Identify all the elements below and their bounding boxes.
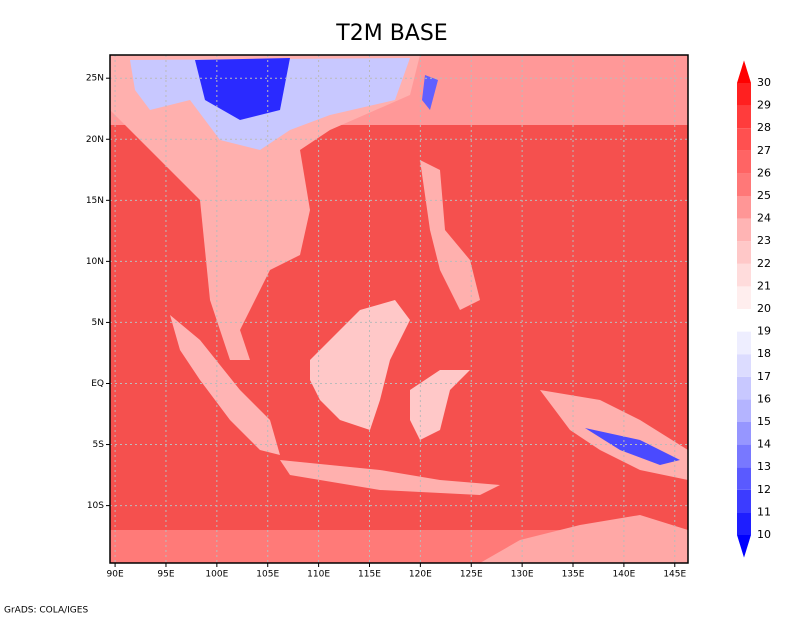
java: [280, 460, 500, 495]
colorbar-label: 30: [757, 76, 771, 89]
x-tick-label: 135E: [562, 570, 585, 580]
colorbar-box: [737, 489, 751, 513]
x-tick-label: 125E: [460, 570, 483, 580]
colorbar-box: [737, 309, 751, 332]
x-tick-label: 105E: [256, 570, 279, 580]
colorbar-label: 18: [757, 347, 771, 360]
colorbar-label: 12: [757, 483, 771, 496]
colorbar-box: [737, 512, 751, 535]
sumatra: [170, 315, 280, 455]
y-tick-label: 20N: [86, 135, 104, 145]
colorbar-box: [737, 376, 751, 400]
colorbar-high: [737, 60, 751, 83]
x-tick-label: 100E: [205, 570, 228, 580]
x-tick-label: 130E: [511, 570, 534, 580]
new-guinea-highlands: [585, 428, 680, 465]
colorbar-box: [737, 218, 751, 242]
colorbar-label: 25: [757, 189, 771, 202]
temperature-field: [110, 55, 688, 563]
indochina: [110, 55, 420, 360]
philippines: [420, 160, 480, 310]
x-tick-label: 90E: [107, 570, 124, 580]
y-tick-label: 5N: [92, 318, 104, 328]
colorbar-box: [737, 128, 751, 151]
colorbar-label: 29: [757, 99, 771, 112]
colorbar-box: [737, 105, 751, 129]
australia: [480, 515, 688, 563]
y-tick-label: 10S: [87, 501, 104, 511]
colorbar-box: [737, 331, 751, 355]
x-tick-label: 145E: [663, 570, 686, 580]
y-tick-label: 10N: [86, 257, 104, 267]
x-tick-label: 110E: [307, 570, 330, 580]
colorbar-box: [737, 399, 751, 422]
colorbar-box: [737, 422, 751, 445]
colorbar-label: 19: [757, 325, 771, 338]
colorbar-label: 17: [757, 370, 771, 383]
colorbar-box: [737, 444, 751, 468]
colorbar-label: 16: [757, 392, 771, 405]
colorbar-label: 22: [757, 257, 771, 270]
colorbar-label: 21: [757, 279, 771, 292]
colorbar-label: 11: [757, 505, 771, 518]
colorbar-label: 24: [757, 212, 771, 225]
footer: GrADS: COLA/IGES: [4, 606, 88, 616]
x-tick-label: 95E: [157, 570, 174, 580]
colorbar-label: 23: [757, 234, 771, 247]
colorbar-box: [737, 354, 751, 377]
colorbar: 10 11 12 13 14 15 16 17 18 19 20 21 22 23 24 25 26 27 28 29…: [737, 60, 771, 558]
title: T2M BASE: [335, 21, 447, 46]
sulawesi: [410, 370, 470, 440]
y-tick-label: 5S: [93, 440, 105, 450]
colorbar-box: [737, 263, 751, 287]
colorbar-label: 26: [757, 166, 771, 179]
colorbar-low: [737, 535, 751, 558]
colorbar-label: 14: [757, 438, 771, 451]
highlands-cold: [195, 58, 290, 120]
colorbar-box: [737, 83, 751, 106]
colorbar-box: [737, 467, 751, 490]
graticule: 90E 95E 100E 105E 110E 115E 120E 125E 130E 135E 14…: [86, 55, 688, 580]
x-tick-label: 115E: [358, 570, 381, 580]
y-tick-label: 15N: [86, 196, 104, 206]
colorbar-label: 15: [757, 415, 771, 428]
colorbar-label: 27: [757, 144, 771, 157]
colorbar-label: 20: [757, 302, 771, 315]
colorbar-box: [737, 241, 751, 264]
colorbar-box: [737, 150, 751, 174]
y-tick-label: EQ: [91, 379, 104, 389]
colorbar-box: [737, 286, 751, 309]
map-frame: [109, 54, 689, 564]
colorbar-label: 13: [757, 460, 771, 473]
colorbar-label: 28: [757, 121, 771, 134]
x-tick-label: 140E: [612, 570, 635, 580]
taiwan: [422, 75, 438, 110]
colorbar-box: [737, 173, 751, 196]
colorbar-label: 10: [757, 528, 771, 541]
x-tick-label: 120E: [409, 570, 432, 580]
colorbar-box: [737, 196, 751, 219]
borneo: [310, 300, 410, 430]
y-tick-label: 25N: [86, 74, 104, 84]
